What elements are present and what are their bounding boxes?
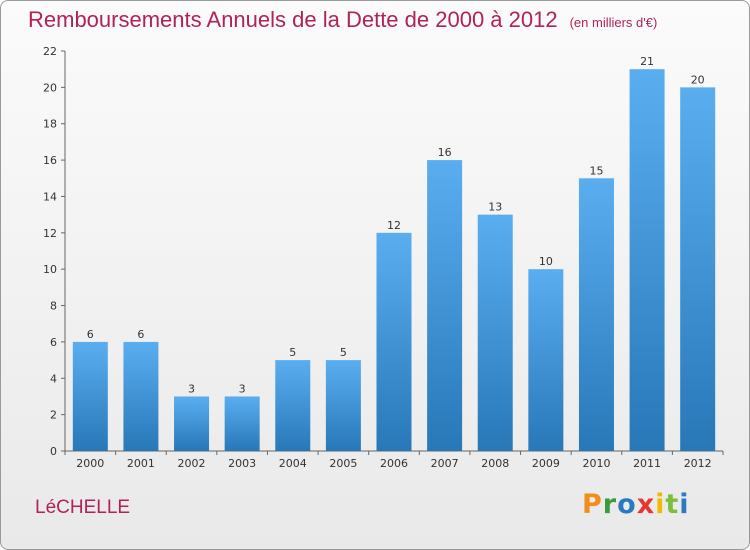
bar [123, 341, 159, 451]
bar [528, 269, 564, 451]
x-tick-label: 2001 [127, 457, 155, 470]
y-tick-label: 14 [43, 190, 57, 203]
y-tick-label: 6 [50, 336, 57, 349]
chart-title-text: Remboursements Annuels de la Dette de 20… [28, 7, 558, 32]
bar [477, 214, 513, 451]
data-label: 21 [640, 55, 654, 68]
bar [578, 178, 614, 452]
x-tick-label: 2009 [532, 457, 560, 470]
x-tick-label: 2011 [633, 457, 661, 470]
logo-letter: P [582, 489, 603, 520]
y-tick-label: 12 [43, 227, 57, 240]
logo-letter: r [602, 489, 618, 520]
y-tick-label: 8 [50, 300, 57, 313]
bar [275, 360, 311, 451]
proxiti-logo: Proxiti [582, 489, 690, 520]
data-label: 10 [539, 255, 553, 268]
bar [427, 160, 463, 451]
data-label: 16 [438, 146, 452, 159]
data-label: 13 [488, 201, 502, 214]
logo-letter: x [636, 489, 656, 520]
x-tick-label: 2003 [228, 457, 256, 470]
data-label: 20 [691, 73, 705, 86]
bar [224, 396, 260, 451]
bar [376, 232, 412, 451]
y-tick-label: 2 [50, 409, 57, 422]
logo-letter: t [665, 489, 680, 520]
x-tick-label: 2000 [76, 457, 104, 470]
data-label: 5 [340, 346, 347, 359]
data-label: 3 [239, 382, 246, 395]
x-tick-label: 2002 [178, 457, 206, 470]
bar [174, 396, 210, 451]
bar [72, 341, 108, 451]
data-label: 12 [387, 219, 401, 232]
y-tick-label: 20 [43, 81, 57, 94]
logo-letter: i [679, 489, 690, 520]
bar [680, 87, 716, 451]
x-tick-label: 2006 [380, 457, 408, 470]
data-label: 5 [289, 346, 296, 359]
y-tick-label: 10 [43, 263, 57, 276]
logo-letter: i [655, 489, 666, 520]
x-tick-label: 2005 [329, 457, 357, 470]
data-label: 3 [188, 382, 195, 395]
x-tick-label: 2010 [582, 457, 610, 470]
y-tick-label: 4 [50, 372, 57, 385]
y-tick-label: 0 [50, 445, 57, 458]
commune-name: LéCHELLE [35, 497, 131, 518]
x-tick-label: 2008 [481, 457, 509, 470]
chart-unit: (en milliers d'€) [569, 15, 658, 30]
x-tick-label: 2007 [431, 457, 459, 470]
data-label: 15 [589, 164, 603, 177]
x-tick-label: 2012 [684, 457, 712, 470]
x-tick-label: 2004 [279, 457, 307, 470]
logo-letter: o [617, 489, 637, 520]
y-tick-label: 18 [43, 118, 57, 131]
y-tick-label: 22 [43, 45, 57, 58]
data-label: 6 [137, 328, 144, 341]
y-tick-label: 16 [43, 154, 57, 167]
chart-title: Remboursements Annuels de la Dette de 20… [28, 7, 657, 33]
bar [325, 360, 361, 451]
bar [629, 69, 665, 451]
data-label: 6 [87, 328, 94, 341]
